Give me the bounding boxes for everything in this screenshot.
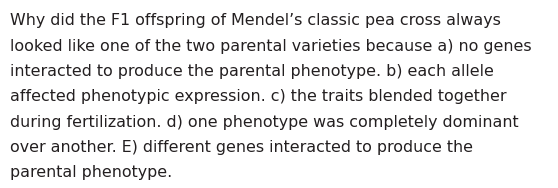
- Text: affected phenotypic expression. c) the traits blended together: affected phenotypic expression. c) the t…: [10, 89, 507, 104]
- Text: interacted to produce the parental phenotype. b) each allele: interacted to produce the parental pheno…: [10, 64, 494, 79]
- Text: Why did the F1 offspring of Mendel’s classic pea cross always: Why did the F1 offspring of Mendel’s cla…: [10, 13, 501, 28]
- Text: over another. E) different genes interacted to produce the: over another. E) different genes interac…: [10, 140, 473, 155]
- Text: parental phenotype.: parental phenotype.: [10, 165, 172, 180]
- Text: looked like one of the two parental varieties because a) no genes: looked like one of the two parental vari…: [10, 39, 532, 54]
- Text: during fertilization. d) one phenotype was completely dominant: during fertilization. d) one phenotype w…: [10, 115, 519, 130]
